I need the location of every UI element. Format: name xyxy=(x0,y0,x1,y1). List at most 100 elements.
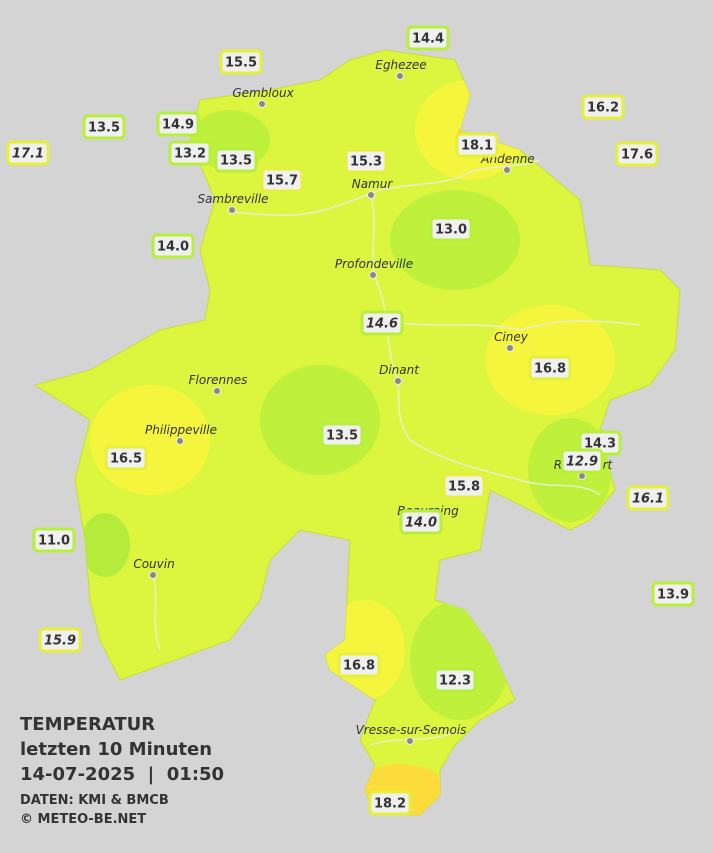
station: 15.5 xyxy=(219,49,263,75)
city-dot xyxy=(149,571,157,579)
station-box xyxy=(82,114,126,140)
station: 12.3 xyxy=(433,667,477,693)
station: 13.9 xyxy=(651,581,695,607)
station: 15.7 xyxy=(260,167,304,193)
station-box xyxy=(368,790,412,816)
station: 18.1 xyxy=(455,132,499,158)
station: 13.5 xyxy=(82,114,126,140)
city-label: Eghezee xyxy=(375,58,426,72)
station: 14.4 xyxy=(406,25,450,51)
station-box xyxy=(214,147,258,173)
station: 14.0 xyxy=(399,509,443,535)
station-value: 13.2 xyxy=(174,147,206,162)
legend-period: letzten 10 Minuten xyxy=(20,739,212,760)
station-box xyxy=(360,310,404,336)
station-box xyxy=(337,652,381,678)
station-value: 14.3 xyxy=(584,437,616,452)
station-value: 15.7 xyxy=(266,174,298,189)
station-value: 13.5 xyxy=(88,121,120,136)
station-value: 14.6 xyxy=(366,317,398,332)
city-dot xyxy=(369,271,377,279)
station-box xyxy=(442,473,486,499)
city-dot xyxy=(506,344,514,352)
city-label: Dinant xyxy=(379,363,420,377)
station: 15.3 xyxy=(344,148,388,174)
station: 13.5 xyxy=(320,422,364,448)
station: 13.0 xyxy=(429,216,473,242)
legend-source: DATEN: KMI & BMCB xyxy=(20,793,169,808)
legend: TEMPERATUR letzten 10 Minuten 14-07-2025… xyxy=(20,714,224,827)
station: 13.5 xyxy=(214,147,258,173)
station-value: 14.9 xyxy=(162,118,194,133)
station-box xyxy=(168,140,212,166)
station-box xyxy=(219,49,263,75)
station: 15.8 xyxy=(442,473,486,499)
stations: 14.4 15.5 13.5 14.9 17.1 13.2 13.5 15.7 15.3 18.1… xyxy=(6,25,695,816)
city-dot xyxy=(396,72,404,80)
station: 14.6 xyxy=(360,310,404,336)
station-value: 14.0 xyxy=(157,240,189,255)
station-box xyxy=(433,667,477,693)
city-label: Florennes xyxy=(189,373,248,387)
station-value: 15.8 xyxy=(448,480,480,495)
station-box xyxy=(528,355,572,381)
station: 14.9 xyxy=(156,111,200,137)
station-box xyxy=(151,233,195,259)
city-label: Profondeville xyxy=(335,257,413,271)
city-dot xyxy=(578,472,586,480)
station: 16.1 xyxy=(626,485,670,511)
city-dot xyxy=(176,437,184,445)
station-box xyxy=(260,167,304,193)
station-box xyxy=(320,422,364,448)
station-value: 13.9 xyxy=(657,588,689,603)
station: 18.2 xyxy=(368,790,412,816)
city-label: Namur xyxy=(352,177,394,191)
station-box xyxy=(406,25,450,51)
legend-datetime: 14-07-2025 | 01:50 xyxy=(20,764,224,785)
station: 12.9 xyxy=(560,448,604,474)
station-value: 16.5 xyxy=(110,452,142,467)
city-dot xyxy=(394,377,402,385)
station-value: 12.3 xyxy=(439,674,471,689)
station-value: 13.5 xyxy=(326,429,358,444)
city-dot xyxy=(228,206,236,214)
station-box xyxy=(38,627,82,653)
station: 16.8 xyxy=(337,652,381,678)
station-box xyxy=(615,141,659,167)
station-value: 16.8 xyxy=(534,362,566,377)
station: 13.2 xyxy=(168,140,212,166)
city-label: Ciney xyxy=(494,330,529,344)
station: 11.0 xyxy=(32,527,76,553)
city-label: Gembloux xyxy=(232,86,294,100)
station-value: 16.2 xyxy=(587,101,619,116)
station: 17.6 xyxy=(615,141,659,167)
station-value: 12.9 xyxy=(566,455,598,470)
station: 16.2 xyxy=(581,94,625,120)
city-label: Sambreville xyxy=(197,192,268,206)
station: 16.5 xyxy=(104,445,148,471)
station-box xyxy=(6,140,50,166)
station-box xyxy=(581,94,625,120)
station-value: 14.0 xyxy=(405,516,437,531)
city-dot xyxy=(367,191,375,199)
station-box xyxy=(104,445,148,471)
station-value: 18.2 xyxy=(374,797,406,812)
station-value: 16.8 xyxy=(343,659,375,674)
station-box xyxy=(560,448,604,474)
station-box xyxy=(344,148,388,174)
city-label: Couvin xyxy=(133,557,174,571)
station-box xyxy=(626,485,670,511)
legend-title: TEMPERATUR xyxy=(20,714,155,735)
station-value: 14.4 xyxy=(412,32,444,47)
station-box xyxy=(455,132,499,158)
city-dot xyxy=(213,387,221,395)
station-value: 13.5 xyxy=(220,154,252,169)
station-box xyxy=(429,216,473,242)
station-value: 13.0 xyxy=(435,223,467,238)
legend-copyright: © METEO-BE.NET xyxy=(20,812,146,827)
city-label: Philippeville xyxy=(145,423,217,437)
city-label: Vresse-sur-Semois xyxy=(356,723,467,737)
station-box xyxy=(651,581,695,607)
city-dot xyxy=(258,100,266,108)
